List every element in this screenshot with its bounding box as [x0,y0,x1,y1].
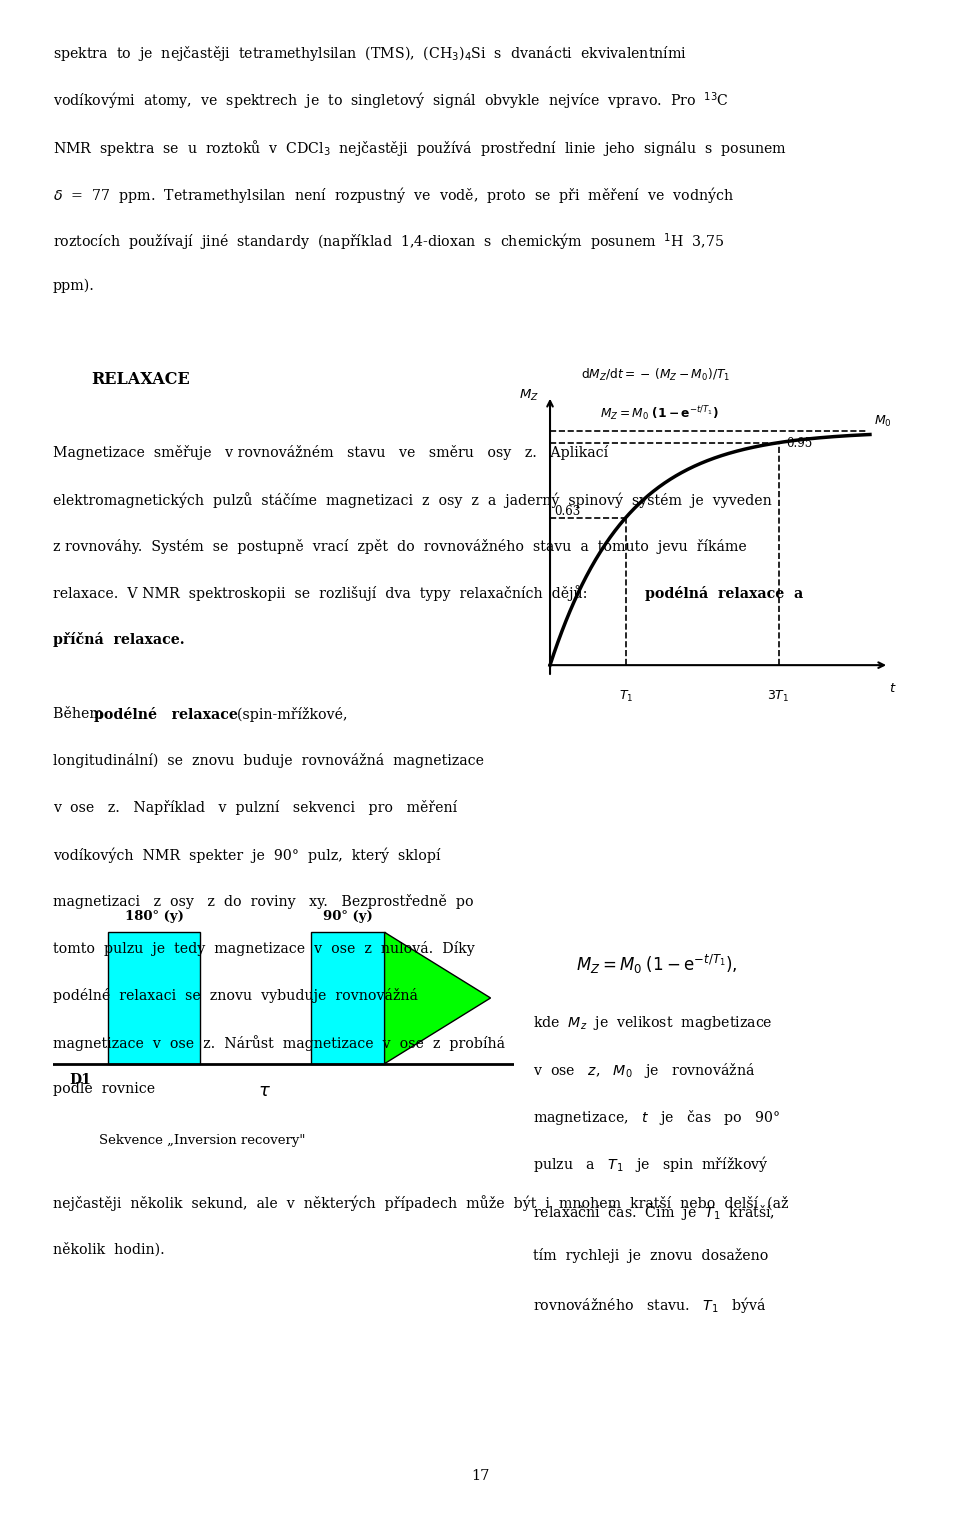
Bar [311,932,385,1064]
Text: magnetizace  v  ose  z.  Nárůst  magnetizace  v  ose  z  probíhá: magnetizace v ose z. Nárůst magnetizace … [53,1035,505,1050]
Text: podélné   relaxace: podélné relaxace [94,707,238,722]
Text: podélná  relaxace  a: podélná relaxace a [645,586,804,601]
Text: $M_Z = M_0\;\left(1 - \mathrm{e}^{-t/T_1}\right),$: $M_Z = M_0\;\left(1 - \mathrm{e}^{-t/T_1… [576,953,737,976]
Text: několik  hodin).: několik hodin). [53,1242,164,1256]
Text: $M_Z$: $M_Z$ [518,389,539,404]
Text: spektra  to  je  nejčastěji  tetramethylsilan  (TMS),  (CH$_3$)$_4$Si  s  dvanác: spektra to je nejčastěji tetramethylsila… [53,44,686,64]
Text: 0.63: 0.63 [554,505,580,517]
Text: nejčastěji  několik  sekund,  ale  v  některých  případech  může  být  i  mnohem: nejčastěji několik sekund, ale v některý… [53,1195,788,1210]
Text: Magnetizace  směřuje   v rovnovážném   stavu   ve   směru   osy   z.   Aplikací: Magnetizace směřuje v rovnovážném stavu … [53,445,608,460]
Text: 90° (y): 90° (y) [323,909,372,923]
Text: (spin-mřížkové,: (spin-mřížkové, [228,707,347,722]
Text: $\tau$: $\tau$ [258,1082,272,1100]
Text: z rovnováhy.  Systém  se  postupně  vrací  zpět  do  rovnovážného  stavu  a  tom: z rovnováhy. Systém se postupně vrací zp… [53,539,747,554]
Text: vodíkovými  atomy,  ve  spektrech  je  to  singletový  signál  obvykle  nejvíce : vodíkovými atomy, ve spektrech je to sin… [53,91,729,112]
Text: v  ose   z.   Například   v  pulzní   sekvenci   pro   měření: v ose z. Například v pulzní sekvenci pro… [53,800,457,816]
Text: $M_0$: $M_0$ [874,413,892,428]
Text: magnetizace,   $t$   je   čas   po   90°: magnetizace, $t$ je čas po 90° [533,1108,780,1127]
Text: kde  $M_z$  je  velikost  magbetizace: kde $M_z$ je velikost magbetizace [533,1014,773,1032]
Text: rovnovážného   stavu.   $T_1$   bývá: rovnovážného stavu. $T_1$ bývá [533,1295,766,1315]
Text: $T_1$: $T_1$ [619,688,634,704]
Text: vodíkových  NMR  spekter  je  90°  pulz,  který  sklopí: vodíkových NMR spekter je 90° pulz, kter… [53,847,441,862]
Text: tomto  pulzu  je  tedy  magnetizace  v  ose  z  nulová.  Díky: tomto pulzu je tedy magnetizace v ose z … [53,941,474,956]
Text: příčná  relaxace.: příčná relaxace. [53,632,184,648]
Text: ppm).: ppm). [53,278,95,294]
Text: Sekvence „Inversion recovery": Sekvence „Inversion recovery" [99,1135,305,1147]
Text: relaxační  čas.  Čím  je  $T_1$  kratší,: relaxační čas. Čím je $T_1$ kratší, [533,1201,775,1223]
Text: podélné  relaxaci  se  znovu  vybuduje  rovnovážná: podélné relaxaci se znovu vybuduje rovno… [53,988,418,1003]
Text: D1: D1 [69,1073,91,1086]
Text: 17: 17 [470,1469,490,1483]
Text: tím  rychleji  je  znovu  dosaženo: tím rychleji je znovu dosaženo [533,1248,768,1263]
Text: $t$: $t$ [889,681,897,694]
Text: $\delta$  =  77  ppm.  Tetramethylsilan  není  rozpustný  ve  vodě,  proto  se  : $\delta$ = 77 ppm. Tetramethylsilan není… [53,185,733,204]
Text: $M_Z = M_0\;\mathbf{(1 - e}^{-t/T_1}\mathbf{)}$: $M_Z = M_0\;\mathbf{(1 - e}^{-t/T_1}\mat… [600,404,719,422]
Text: roztocích  používají  jiné  standardy  (například  1,4-dioxan  s  chemickým  pos: roztocích používají jiné standardy (např… [53,231,724,253]
Text: 0.95: 0.95 [786,437,812,449]
Text: 180° (y): 180° (y) [125,909,183,923]
Text: longitudinální)  se  znovu  buduje  rovnovážná  magnetizace: longitudinální) se znovu buduje rovnováž… [53,753,484,769]
Text: magnetizaci   z  osy   z  do  roviny   xy.   Bezprostředně  po: magnetizaci z osy z do roviny xy. Bezpro… [53,894,473,909]
Text: $3T_1$: $3T_1$ [767,688,790,704]
Text: relaxace.  V NMR  spektroskopii  se  rozlišují  dva  typy  relaxačních  dějů:: relaxace. V NMR spektroskopii se rozlišu… [53,586,591,601]
Text: pulzu   a   $T_1$   je   spin  mřížkový: pulzu a $T_1$ je spin mřížkový [533,1154,768,1174]
Text: v  ose   $z$,   $M_0$   je   rovnovážná: v ose $z$, $M_0$ je rovnovážná [533,1061,756,1080]
Text: elektromagnetických  pulzů  stáčíme  magnetizaci  z  osy  z  a  jaderný  spinový: elektromagnetických pulzů stáčíme magnet… [53,492,772,507]
Text: Během: Během [53,707,111,720]
Text: $\mathrm{d}M_Z/\mathrm{d}t = -\,(M_Z - M_0)/T_1$: $\mathrm{d}M_Z/\mathrm{d}t = -\,(M_Z - M… [581,366,730,383]
Text: NMR  spektra  se  u  roztoků  v  CDCl$_3$  nejčastěji  používá  prostřední  lini: NMR spektra se u roztoků v CDCl$_3$ nejč… [53,138,787,157]
Text: podle  rovnice: podle rovnice [53,1082,155,1095]
Bar [108,932,201,1064]
Text: RELAXACE: RELAXACE [91,371,190,387]
Polygon shape [385,932,491,1064]
